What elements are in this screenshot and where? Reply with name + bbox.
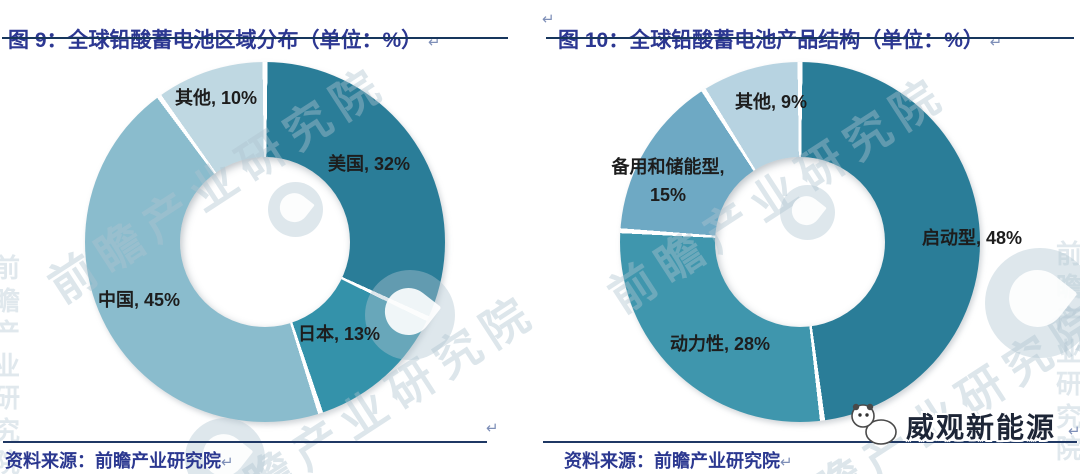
mascot-icon <box>851 403 897 445</box>
source-divider-line <box>3 441 487 443</box>
slice-label-backup-storage: 备用和储能型, 15% <box>611 157 725 205</box>
source-text-label: 资料来源：前瞻产业研究院 <box>5 451 221 471</box>
donut-hole <box>715 157 885 327</box>
paragraph-return-mark: ↵ <box>221 454 234 471</box>
paragraph-return-mark: ↵ <box>1068 423 1080 440</box>
figure-title: 图 10：全球铅酸蓄电池产品结构（单位：%） ↵ <box>558 24 1002 54</box>
source-divider-line <box>543 441 1077 443</box>
title-underline <box>546 37 1074 39</box>
paragraph-return-mark: ↵ <box>542 11 555 28</box>
slice-label-china: 中国, 45% <box>98 290 181 310</box>
donut-hole <box>180 157 350 327</box>
figure-title-text: 图 10：全球铅酸蓄电池产品结构（单位：%） <box>558 29 984 53</box>
slice-label-starter: 启动型, 48% <box>922 228 1023 248</box>
figure-panel-right: 前瞻产业研究院 前瞻产业研究院 前瞻产业研究院 ↵ 图 10：全球铅酸蓄电池产品… <box>540 0 1080 474</box>
slice-label-power: 动力性, 28% <box>670 334 771 354</box>
slice-label-usa: 美国, 32% <box>328 154 411 174</box>
slice-label-other: 其他, 9% <box>735 92 808 112</box>
slice-label-other: 其他, 10% <box>175 88 258 108</box>
brand-name: 威观新能源 <box>906 412 1057 443</box>
source-text: 资料来源：前瞻产业研究院↵ <box>5 447 234 473</box>
title-underline <box>2 37 508 39</box>
paragraph-return-mark: ↵ <box>780 454 793 471</box>
paragraph-return-mark: ↵ <box>486 420 499 437</box>
slice-label-japan: 日本, 13% <box>298 324 381 344</box>
figure-title-text: 图 9：全球铅酸蓄电池区域分布（单位：%） <box>8 29 423 53</box>
source-text: 资料来源：前瞻产业研究院↵ <box>564 447 793 473</box>
figure-panel-left: 前瞻产业研究院 前瞻产业研究院 前瞻产业研究院 图 9：全球铅酸蓄电池区域分布（… <box>0 0 540 474</box>
figure-title: 图 9：全球铅酸蓄电池区域分布（单位：%） ↵ <box>8 24 441 54</box>
watermark-logo-circle <box>985 248 1080 358</box>
brand-logo: 威观新能源 <box>848 400 1056 446</box>
source-text-label: 资料来源：前瞻产业研究院 <box>564 451 780 471</box>
